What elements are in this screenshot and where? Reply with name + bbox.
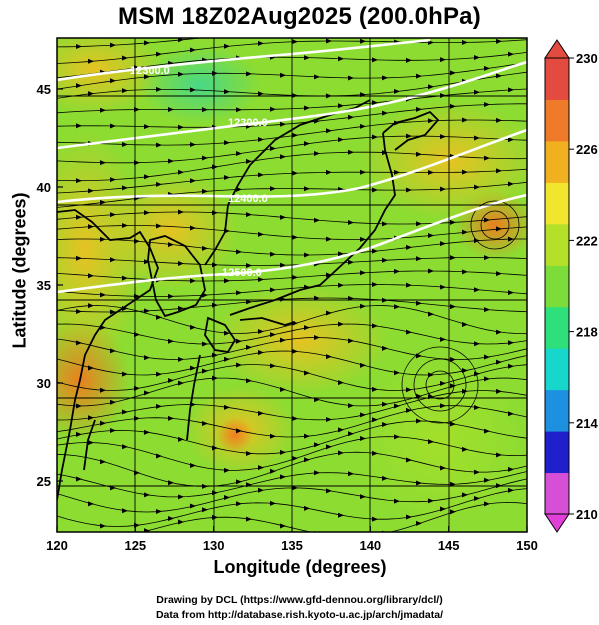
contour-label: 12400.0 xyxy=(228,193,268,205)
colorbar-tick-label: 210 xyxy=(576,507,598,522)
colorbar-segment xyxy=(545,265,569,308)
colorbar-top-triangle xyxy=(544,39,570,59)
colorbar-bottom-triangle xyxy=(544,513,570,533)
y-tick-label: 40 xyxy=(37,180,51,195)
x-tick-label: 140 xyxy=(359,538,381,553)
colorbar-segment xyxy=(545,223,569,266)
x-tick-label: 125 xyxy=(124,538,146,553)
contour-label: 12300.0 xyxy=(130,65,170,77)
x-axis-ticks: 120 125 130 135 140 145 150 xyxy=(46,526,538,553)
colorbar-segment xyxy=(545,182,569,225)
y-tick-label: 35 xyxy=(37,278,51,293)
x-tick-label: 130 xyxy=(203,538,225,553)
y-tick-label: 45 xyxy=(37,82,51,97)
x-tick-label: 120 xyxy=(46,538,68,553)
y-axis-title: Latitude (degrees) xyxy=(9,192,30,349)
colorbar: 230 226 222 218 214 210 xyxy=(544,39,598,533)
colorbar-tick-label: 214 xyxy=(576,416,598,431)
x-tick-label: 150 xyxy=(516,538,538,553)
colorbar-segment xyxy=(545,472,569,515)
colorbar-segment xyxy=(545,306,569,349)
colorbar-segment xyxy=(545,389,569,432)
colorbar-segment xyxy=(545,140,569,183)
colorbar-segment xyxy=(545,348,569,391)
latlon-grid xyxy=(57,38,527,532)
contour-label: 12500.0 xyxy=(222,267,262,279)
colorbar-tick-label: 226 xyxy=(576,142,598,157)
colorbar-segment xyxy=(545,58,569,100)
credit-data: Data from http://database.rish.kyoto-u.a… xyxy=(155,609,444,621)
temperature-field: 12300.0 12300.0 12400.0 12500.0 xyxy=(57,38,527,532)
y-tick-label: 25 xyxy=(37,474,51,489)
y-axis-ticks: 25 30 35 40 45 xyxy=(37,82,63,489)
x-axis-title: Longitude (degrees) xyxy=(213,557,387,577)
y-tick-label: 30 xyxy=(37,376,51,391)
x-tick-label: 135 xyxy=(281,538,303,553)
colorbar-tick-label: 222 xyxy=(576,233,598,248)
colorbar-tick-label: 230 xyxy=(576,51,598,66)
x-tick-label: 145 xyxy=(438,538,460,553)
colorbar-segment xyxy=(545,431,569,474)
credit-drawing: Drawing by DCL (https://www.gfd-dennou.o… xyxy=(156,594,443,606)
colorbar-tick-label: 218 xyxy=(576,325,598,340)
contour-label: 12300.0 xyxy=(228,117,268,129)
contour-labels: 12300.0 12300.0 12400.0 12500.0 xyxy=(130,65,268,279)
colorbar-segment xyxy=(545,99,569,142)
map-title: MSM 18Z02Aug2025 (200.0hPa) xyxy=(118,3,481,30)
